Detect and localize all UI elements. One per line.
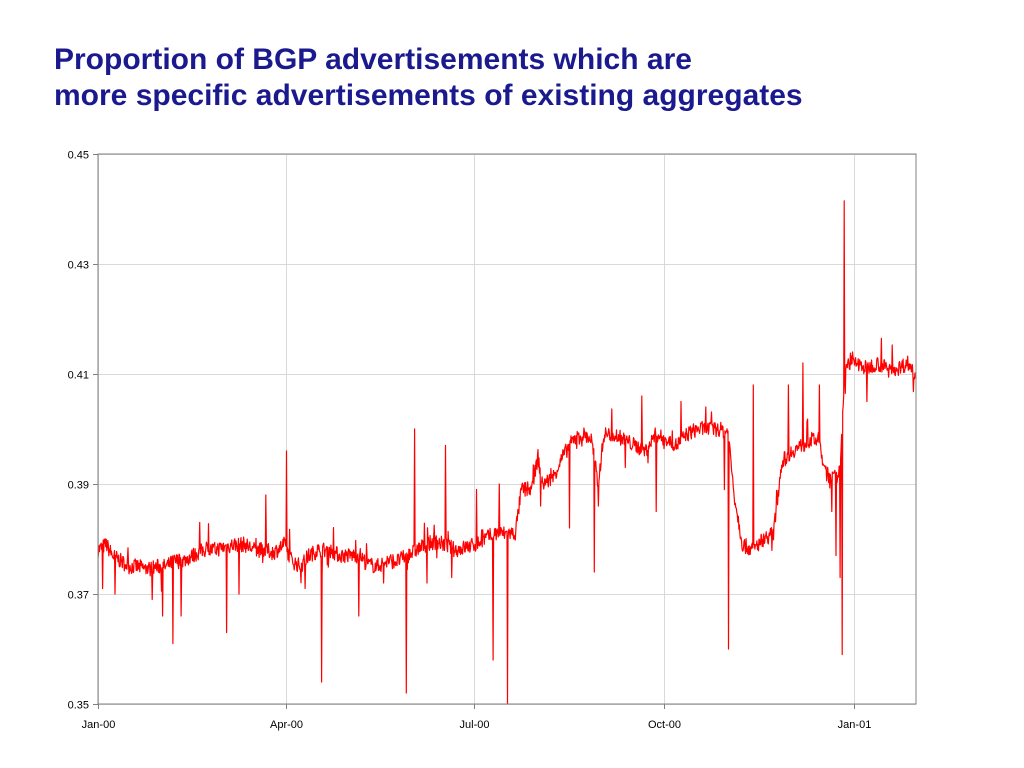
y-axis: 0.45 0.43 0.41 0.39 0.37 0.35 bbox=[68, 150, 98, 712]
chart-title-line-2: more specific advertisements of existing… bbox=[54, 79, 803, 112]
y-tick-label: 0.39 bbox=[68, 480, 89, 492]
y-tick-label: 0.43 bbox=[68, 260, 89, 272]
y-tick-label: 0.35 bbox=[68, 700, 89, 712]
chart-title: Proportion of BGP advertisements which a… bbox=[54, 42, 1004, 114]
y-tick-label: 0.45 bbox=[68, 150, 89, 162]
y-tick-label: 0.37 bbox=[68, 590, 89, 602]
x-tick-label: Apr-00 bbox=[270, 719, 303, 731]
x-tick-label: Jan-01 bbox=[838, 719, 872, 731]
x-tick-label: Jul-00 bbox=[460, 719, 490, 731]
y-tick-label: 0.41 bbox=[68, 370, 89, 382]
x-tick-label: Oct-00 bbox=[648, 719, 681, 731]
series-line bbox=[97, 200, 917, 705]
x-tick-label: Jan-00 bbox=[82, 719, 116, 731]
x-axis: Jan-00 Apr-00 Jul-00 Oct-00 Jan-01 bbox=[82, 704, 872, 731]
series-layer bbox=[97, 200, 917, 705]
chart-title-line-1: Proportion of BGP advertisements which a… bbox=[54, 43, 692, 76]
plot-area-frame bbox=[97, 153, 917, 705]
